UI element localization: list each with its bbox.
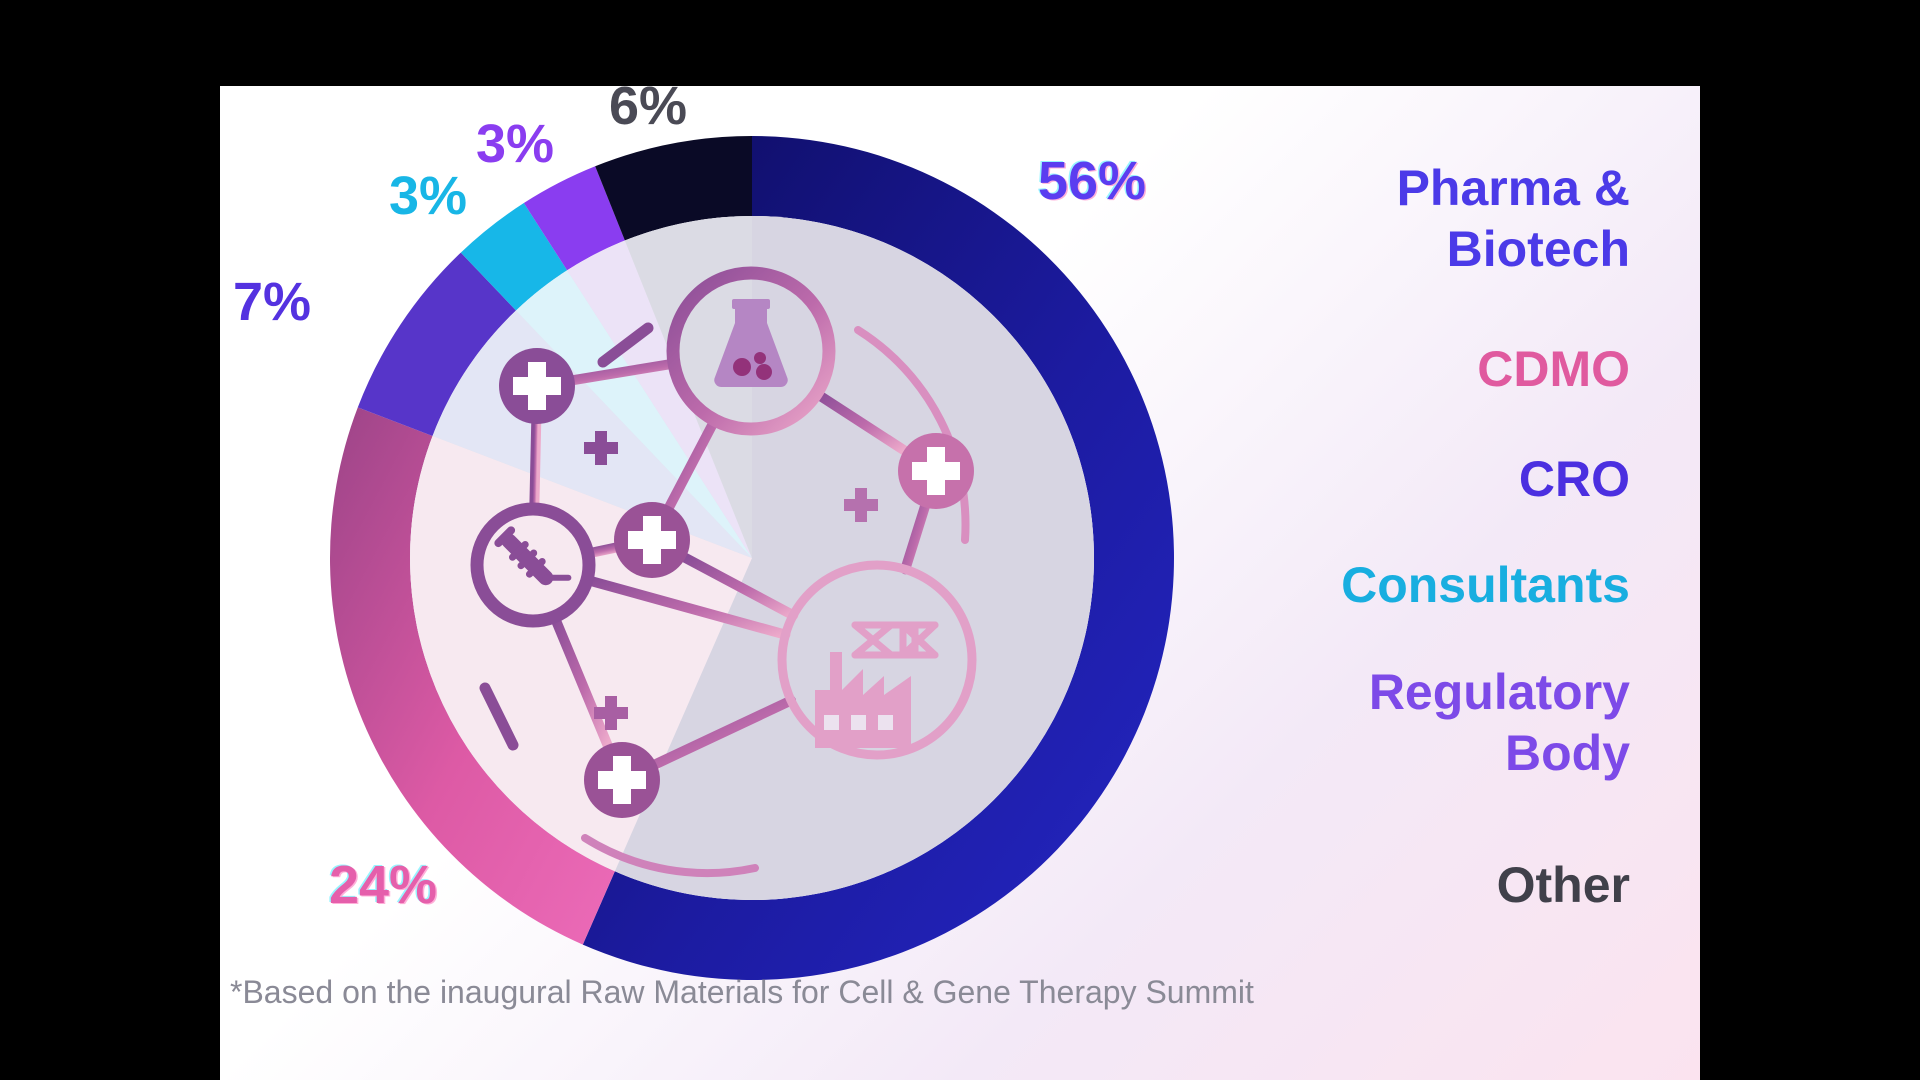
svg-text:3%: 3% (389, 166, 467, 226)
svg-text:7%: 7% (233, 272, 311, 332)
svg-text:3%: 3% (476, 114, 554, 174)
svg-text:24%: 24% (329, 855, 437, 915)
svg-text:56%: 56% (1038, 151, 1146, 211)
svg-text:6%: 6% (609, 86, 687, 136)
